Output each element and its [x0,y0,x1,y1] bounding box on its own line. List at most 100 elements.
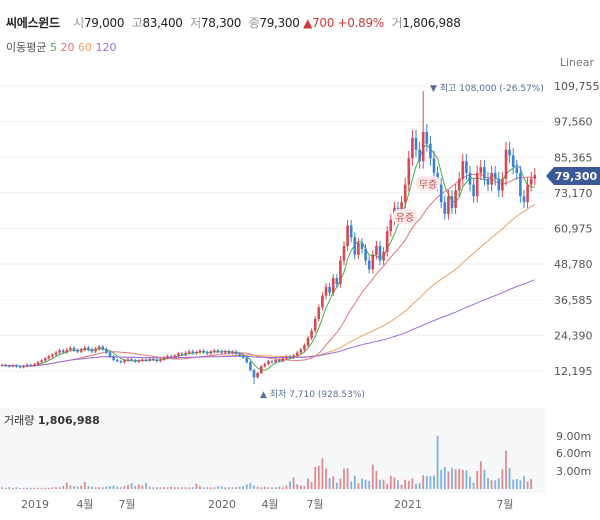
volume-bar [242,486,245,489]
candle-body [40,360,43,363]
volume-bar [123,486,126,489]
y-tick-label: 109,755 [554,80,600,93]
candle-body [429,143,432,159]
candle-body [353,237,357,255]
volume-bar [155,487,158,489]
volume-label: 거 [391,16,403,30]
volume-bar [458,468,461,489]
y-tick-label: 36,585 [554,294,593,307]
volume-bar [40,487,43,489]
volume-bar [494,480,497,489]
ma-20[interactable]: 20 [60,41,75,54]
volume-bar [487,477,489,489]
candle-body [191,351,195,354]
candle-body [277,359,281,362]
volume-bar [87,486,90,489]
volume-bar [15,487,18,489]
y-tick-label: 85,365 [554,151,593,164]
candle-body [454,190,457,208]
event-badge-bonus[interactable] [416,176,440,191]
volume-bar [213,487,216,489]
volume-bar [148,486,151,489]
moving-average-legend[interactable]: 이동평균 5 20 60 120 [6,39,116,55]
candle-body [159,359,162,362]
candle-body [281,358,285,362]
candle-body [25,364,29,367]
candle-body [313,318,317,331]
volume-bar [530,479,533,489]
candle-body [22,366,25,368]
candle-body [508,149,511,156]
volume-bar [130,483,133,489]
volume-bar [436,435,439,489]
volume-bar [22,487,25,489]
event-badge-rights[interactable] [393,209,417,224]
candle-body [227,351,231,353]
volume-bar [389,475,392,489]
candle-body [472,184,475,197]
quote-header: 씨에스윈드 시79,000 고83,400 저78,300 종79,300 ▲7… [6,14,461,31]
candle-body [198,350,202,352]
candle-body [533,174,537,179]
candle-body [33,364,36,366]
candle-body [141,359,144,361]
candle-body [522,196,526,203]
candle-body [187,351,191,353]
candle-body [47,356,51,359]
ma-60[interactable]: 60 [77,41,92,54]
candle-body [90,349,94,352]
volume-bar [173,487,176,489]
candle-body [418,149,421,162]
candle-body [223,351,227,353]
volume-bar [235,487,237,489]
volume-bar [199,486,201,489]
volume-panel [0,408,545,493]
volume-bar [224,487,227,489]
ma-5[interactable]: 5 [49,41,57,54]
candle-body [486,178,490,185]
candle-body [364,248,367,261]
volume-bar [267,487,270,489]
candle-body [403,184,407,203]
volume-bar [231,487,234,489]
volume-bar [523,476,525,489]
candle-body [7,365,11,367]
candle-body [11,365,15,367]
volume-bar [1,487,3,489]
candle-body [360,243,364,249]
candle-body [328,286,331,293]
candle-body [497,178,501,191]
candle-body [331,278,335,293]
candle-body [292,355,295,358]
volume-bar [425,476,428,489]
candle-body [213,350,216,352]
volume-bar [112,485,115,489]
candle-body [202,350,205,353]
min-annotation: ▲ 최저 7,710 (928.53%) [260,389,365,400]
volume-bar [109,486,111,489]
candle-body [288,356,292,358]
volume-bar [501,469,504,489]
candle-body [515,167,519,173]
ma-120[interactable]: 120 [95,41,117,54]
volume-bar [202,487,205,489]
candle-body [324,286,328,296]
scale-toggle[interactable]: Linear [560,56,595,69]
candle-body [184,352,187,355]
candle-body [29,364,33,366]
x-tick-label: 2019 [21,498,49,511]
candle-body [234,351,238,354]
stock-name: 씨에스윈드 [6,16,60,30]
volume-bar [166,487,169,489]
volume-bar [490,480,493,489]
volume-bar [440,469,443,489]
candle-body [101,346,105,350]
low-label: 저 [190,16,201,30]
volume-bar [483,469,486,489]
candle-body [439,184,443,203]
candle-body [285,356,288,359]
current-price-value: 79,300 [555,170,598,183]
candle-body [94,348,97,352]
x-tick-label: 7월 [118,498,135,511]
